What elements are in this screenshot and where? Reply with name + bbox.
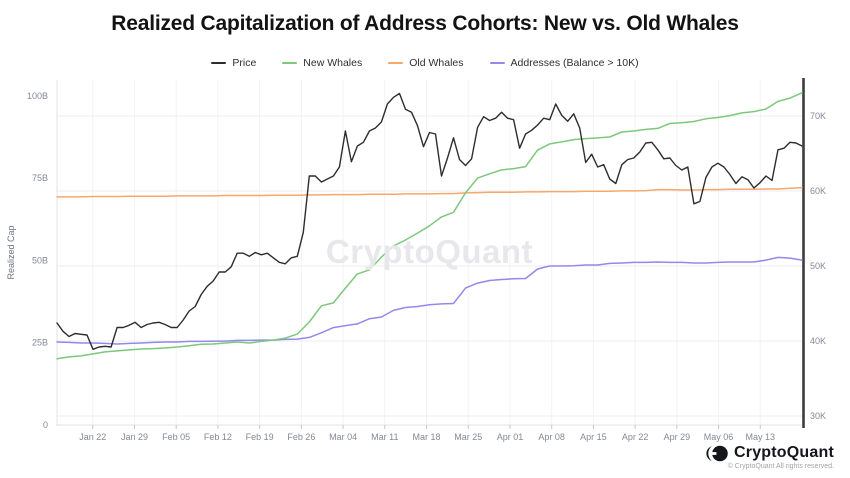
left-axis-title: Realized Cap (6, 225, 16, 279)
x-tick-label: Mar 11 (371, 432, 398, 442)
cryptoquant-logo-icon (706, 445, 728, 461)
x-tick-label: Feb 12 (204, 432, 232, 442)
brand-name: CryptoQuant (734, 444, 834, 461)
x-tick-label: Feb 19 (246, 432, 274, 442)
right-axis-tick-label: 40K (810, 336, 826, 346)
legend-swatch-price (211, 62, 227, 64)
x-tick-label: Apr 29 (664, 432, 691, 442)
legend-swatch-old-whales (388, 62, 404, 64)
new-whales-line (56, 92, 803, 360)
x-tick-label: Jan 29 (121, 432, 148, 442)
x-tick-label: Apr 15 (580, 432, 607, 442)
legend-label-addresses-balance-10k: Addresses (Balance > 10K) (510, 57, 639, 69)
x-tick-label: May 13 (746, 432, 776, 442)
addresses-balance-10k-line (56, 256, 803, 345)
copyright-text: © CryptoQuant All rights reserved. (727, 463, 834, 470)
x-tick-label: Feb 26 (287, 432, 315, 442)
legend-item-price[interactable]: Price (211, 57, 256, 69)
old-whales-line (56, 186, 803, 198)
right-axis-tick-label: 70K (810, 111, 826, 121)
x-tick-label: Feb 05 (162, 432, 190, 442)
legend-item-new-whales[interactable]: New Whales (282, 57, 362, 69)
x-tick-label: Jan 22 (79, 432, 106, 442)
legend: Price New Whales Old Whales Addresses (Bala… (0, 57, 850, 69)
legend-swatch-addresses-balance-10k (489, 62, 505, 64)
legend-item-addresses-balance-10k[interactable]: Addresses (Balance > 10K) (489, 57, 639, 69)
chart-title: Realized Capitalization of Address Cohor… (111, 12, 739, 35)
price-line (56, 92, 803, 350)
right-axis-tick-label: 60K (810, 186, 826, 196)
left-axis-tick-label: 75B (32, 173, 48, 183)
cryptoquant-brand: CryptoQuant (702, 444, 834, 462)
right-axis-tick-label: 50K (810, 261, 826, 271)
x-tick-label: Mar 18 (413, 432, 441, 442)
x-tick-label: Apr 01 (497, 432, 524, 442)
legend-label-price: Price (232, 57, 257, 69)
left-axis-tick-label: 0 (43, 420, 48, 430)
left-axis-tick-label: 50B (32, 255, 48, 265)
legend-label-new-whales: New Whales (303, 57, 363, 69)
x-tick-label: May 06 (704, 432, 734, 442)
legend-label-old-whales: Old Whales (409, 57, 464, 69)
footer: CryptoQuant © CryptoQuant All rights res… (702, 444, 834, 470)
legend-swatch-new-whales (282, 62, 298, 64)
x-tick-label: Mar 25 (454, 432, 482, 442)
legend-item-old-whales[interactable]: Old Whales (388, 57, 464, 69)
x-tick-label: Mar 04 (329, 432, 357, 442)
left-axis-tick-label: 100B (27, 91, 48, 101)
x-tick-label: Apr 22 (622, 432, 649, 442)
right-axis-tick-label: 30K (810, 411, 826, 421)
x-tick-label: Apr 08 (538, 432, 565, 442)
left-axis-tick-label: 25B (32, 338, 48, 348)
